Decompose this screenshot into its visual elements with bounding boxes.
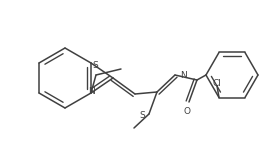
Text: N: N: [180, 70, 187, 80]
Text: S: S: [139, 112, 145, 121]
Text: N: N: [89, 87, 95, 96]
Text: Cl: Cl: [213, 79, 221, 88]
Text: O: O: [183, 107, 191, 116]
Text: S: S: [92, 61, 98, 70]
